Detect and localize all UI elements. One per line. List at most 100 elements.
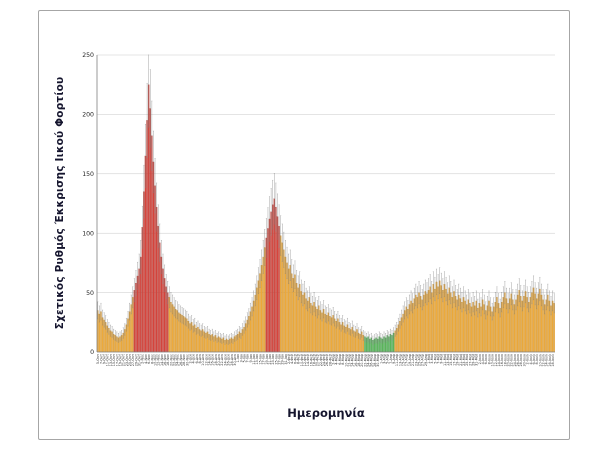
- x-tick-label: 8-Δεκ: [198, 354, 202, 364]
- x-tick-label: 24-Ιουν: [513, 354, 517, 367]
- x-tick-label: 10-Νοε: [153, 354, 157, 366]
- x-tick-label: 8-Φεβ: [297, 354, 301, 364]
- x-tick-label: 11-Μαϊ: [443, 353, 447, 366]
- y-tick-label: 100: [82, 230, 94, 237]
- x-tick-label: 9-Απρ: [392, 354, 396, 364]
- x-tick-label: 8-Ιουν: [487, 354, 491, 364]
- x-tick-label: 9-Οκτ: [103, 354, 107, 364]
- x-tick-label: 18-Ιουλ: [551, 354, 555, 367]
- x-tick-label: 6-Ιουν: [484, 354, 488, 364]
- y-tick-label: 0: [90, 349, 94, 356]
- x-tick-label: 25-Μαϊ: [465, 353, 469, 366]
- x-tick-label: 8-Ιουλ: [535, 354, 539, 364]
- x-tick-label: 20-Δεκ: [217, 354, 221, 366]
- x-tick-label: 14-Ιουλ: [545, 354, 549, 367]
- x-tick-label: 10-Φεβ: [300, 354, 304, 366]
- x-tick-label: 15-Απρ: [402, 354, 406, 366]
- x-tick-label: 26-Νοε: [179, 354, 183, 366]
- x-tick-label: 12-Νοε: [157, 354, 161, 366]
- x-tick-label: 4-Ιουλ: [529, 354, 533, 364]
- x-tick-label: 3-Μαϊ: [430, 353, 434, 364]
- x-tick-label: 18-Μαρ: [357, 354, 361, 367]
- x-tick-label: 8-Μαρ: [341, 354, 345, 365]
- y-tick-label: 150: [82, 171, 94, 178]
- x-tick-label: 28-Νοε: [182, 354, 186, 366]
- x-tick-label: 3-Απρ: [382, 354, 386, 364]
- x-tick-label: 5-Απρ: [386, 354, 390, 364]
- x-tick-label: 26-Ιουν: [516, 354, 520, 367]
- x-tick-label: 28-Μαρ: [373, 354, 377, 367]
- x-tick-label: 15-Οκτ: [112, 354, 116, 366]
- x-tick-label: 18-Δεκ: [214, 354, 218, 366]
- x-tick-label: 29-Απρ: [424, 354, 428, 366]
- x-tick-label: 4-Νοε: [144, 354, 148, 364]
- x-tick-label: 31-Μαϊ: [475, 353, 479, 366]
- x-tick-label: 16-Φεβ: [309, 354, 313, 366]
- y-tick-label: 250: [82, 52, 94, 59]
- x-tick-label: 11-Οκτ: [106, 354, 110, 366]
- x-tick-label: 17-Μαϊ: [452, 353, 456, 366]
- x-tick-label: 17-Οκτ: [115, 354, 119, 366]
- x-tick-label: 24-Νοε: [176, 354, 180, 366]
- x-tick-label: 24-Δεκ: [223, 354, 227, 366]
- x-tick-label: 16-Μαρ: [354, 354, 358, 367]
- x-tick-label: 22-Ιουν: [510, 354, 514, 367]
- x-tick-label: 12-Μαρ: [347, 354, 351, 367]
- x-tick-label: 12-Δεκ: [204, 354, 208, 366]
- x-tick-label: 1-Μαϊ: [427, 353, 431, 364]
- bar-chart: 0 50 100 150 200 250 5-Οκτ 7-Οκτ 9-Οκτ 11-Οκτ 13-Ο…: [82, 52, 555, 367]
- x-tick-label: 15-Μαϊ: [449, 353, 453, 366]
- x-tick-label: 24-Φεβ: [322, 354, 326, 366]
- x-tick-label: 20-Φεβ: [316, 354, 320, 366]
- x-tick-label: 2-Μαρ: [332, 354, 336, 365]
- x-tick-label: 11-Απρ: [395, 354, 399, 366]
- x-tick-label: 26-Φεβ: [325, 354, 329, 366]
- x-tick-label: 27-Απρ: [421, 354, 425, 366]
- x-tick-label: 12-Ιουλ: [541, 354, 545, 367]
- x-tick-label: 7-Ιαν: [246, 354, 250, 363]
- x-tick-label: 5-Μαϊ: [433, 353, 437, 364]
- x-tick-label: 5-Ιαν: [243, 354, 247, 363]
- x-tick-label: 2-Φεβ: [287, 354, 291, 364]
- x-tick-label: 23-Μαϊ: [462, 353, 466, 366]
- x-tick-label: 20-Ιουν: [506, 354, 510, 367]
- x-tick-label: 7-Απρ: [389, 354, 393, 364]
- x-tick-label: 14-Ιουν: [497, 354, 501, 367]
- x-tick-label: 14-Μαρ: [351, 354, 355, 367]
- x-tick-label: 13-Απρ: [398, 354, 402, 366]
- x-tick-label: 18-Φεβ: [312, 354, 316, 366]
- x-tick-label: 23-Ιαν: [271, 354, 275, 365]
- x-tick-label: 30-Δεκ: [233, 354, 237, 366]
- x-tick-label: 18-Ιουν: [503, 354, 507, 367]
- x-tick-label: 4-Μαρ: [335, 354, 339, 365]
- y-tick-label: 50: [86, 290, 94, 297]
- x-tick-label: 25-Ιαν: [274, 354, 278, 365]
- x-tick-label: 27-Ιαν: [277, 354, 281, 365]
- x-tick-label: 7-Οκτ: [99, 354, 103, 364]
- x-tick-label: 21-Μαϊ: [459, 353, 463, 366]
- x-tick-label: 20-Μαρ: [360, 354, 364, 367]
- x-tick-label: 29-Οκτ: [134, 354, 138, 366]
- x-tick-label: 30-Μαρ: [376, 354, 380, 367]
- x-tick-label: 16-Δεκ: [211, 354, 215, 366]
- x-tick-label: 25-Απρ: [417, 354, 421, 366]
- x-tick-label: 29-Μαϊ: [472, 353, 476, 366]
- x-tick-label: 6-Φεβ: [293, 354, 297, 364]
- x-tick-label: 8-Νοε: [150, 354, 154, 364]
- x-tick-label: 21-Ιαν: [268, 354, 272, 365]
- x-tick-label: 6-Μαρ: [338, 354, 342, 365]
- x-tick-label: 10-Μαρ: [344, 354, 348, 367]
- x-tick-label: 1-Απρ: [379, 354, 383, 364]
- x-tick-label: 10-Ιουλ: [538, 354, 542, 367]
- x-tick-label: 19-Απρ: [408, 354, 412, 366]
- x-tick-label: 2-Ιουλ: [526, 354, 530, 364]
- x-tick-label: 4-Φεβ: [290, 354, 294, 364]
- x-tick-label: 9-Μαϊ: [440, 353, 444, 364]
- x-tick-label: 22-Φεβ: [319, 354, 323, 366]
- x-tick-label: 6-Ιουλ: [532, 354, 536, 364]
- x-tick-label: 28-Ιουν: [519, 354, 523, 367]
- x-tick-label: 6-Δεκ: [195, 354, 199, 364]
- x-tick-label: 31-Ιαν: [284, 354, 288, 365]
- x-tick-label: 22-Μαρ: [363, 354, 367, 367]
- x-tick-label: 1-Ιαν: [236, 354, 240, 363]
